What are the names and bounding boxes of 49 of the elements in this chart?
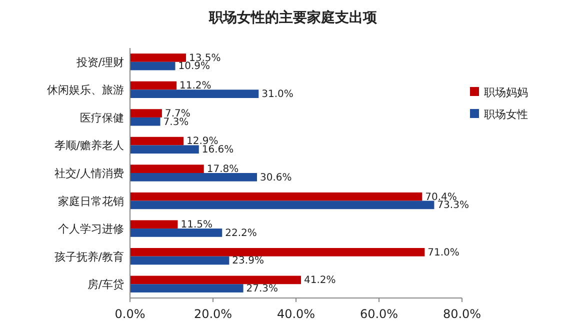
- y-tick-label: 社交/人情消费: [54, 167, 124, 180]
- bar: [130, 256, 230, 265]
- bar: [130, 248, 425, 256]
- y-tick-label: 家庭日常花销: [58, 194, 124, 208]
- y-tick-label: 孩子抚养/教育: [54, 250, 124, 264]
- legend-label: 职场妈妈: [484, 86, 528, 99]
- legend-label: 职场女性: [484, 108, 528, 121]
- bar: [130, 62, 176, 70]
- bar: [130, 192, 422, 201]
- y-tick-label: 医疗保健: [80, 111, 124, 124]
- x-tick-label: 60.0%: [360, 307, 398, 321]
- bar: [130, 81, 176, 90]
- bar: [130, 136, 184, 146]
- bar: [130, 54, 186, 62]
- y-tick-label: 孝顺/赡养老人: [54, 139, 124, 152]
- y-tick-label: 房/车贷: [87, 278, 124, 292]
- bar: [130, 117, 160, 126]
- data-label: 41.2%: [304, 275, 336, 286]
- bar: [130, 164, 204, 173]
- data-label: 30.6%: [260, 172, 292, 184]
- x-tick-label: 20.0%: [194, 307, 232, 321]
- data-label: 11.5%: [180, 220, 213, 231]
- data-label: 23.9%: [232, 256, 264, 267]
- chart-title: 职场女性的主要家庭支出项: [208, 9, 378, 26]
- data-label: 22.2%: [225, 228, 257, 239]
- bar: [130, 173, 257, 182]
- data-label: 31.0%: [262, 89, 294, 100]
- bar: [130, 200, 434, 210]
- y-tick-label: 休闲娱乐、旅游: [47, 84, 124, 97]
- data-label: 16.6%: [202, 144, 234, 156]
- y-tick-label: 投资/理财: [75, 56, 124, 69]
- bar: [130, 220, 178, 229]
- data-label: 71.0%: [428, 247, 460, 258]
- data-label: 17.8%: [206, 164, 239, 175]
- data-label: 11.2%: [179, 80, 212, 92]
- x-tick-label: 0.0%: [114, 307, 146, 321]
- data-label: 7.3%: [163, 116, 189, 128]
- x-tick-label: 40.0%: [276, 307, 316, 321]
- bar: [130, 228, 222, 237]
- data-label: 10.9%: [178, 61, 210, 72]
- bar: [130, 145, 199, 154]
- x-tick-label: 80.0%: [442, 307, 482, 321]
- bar: [130, 284, 244, 292]
- y-tick-label: 个人学习进修: [58, 222, 124, 236]
- bar: [130, 109, 162, 118]
- bar: [130, 276, 301, 284]
- bar: [130, 90, 259, 98]
- data-label: 73.3%: [437, 200, 469, 212]
- data-label: 27.3%: [246, 283, 278, 294]
